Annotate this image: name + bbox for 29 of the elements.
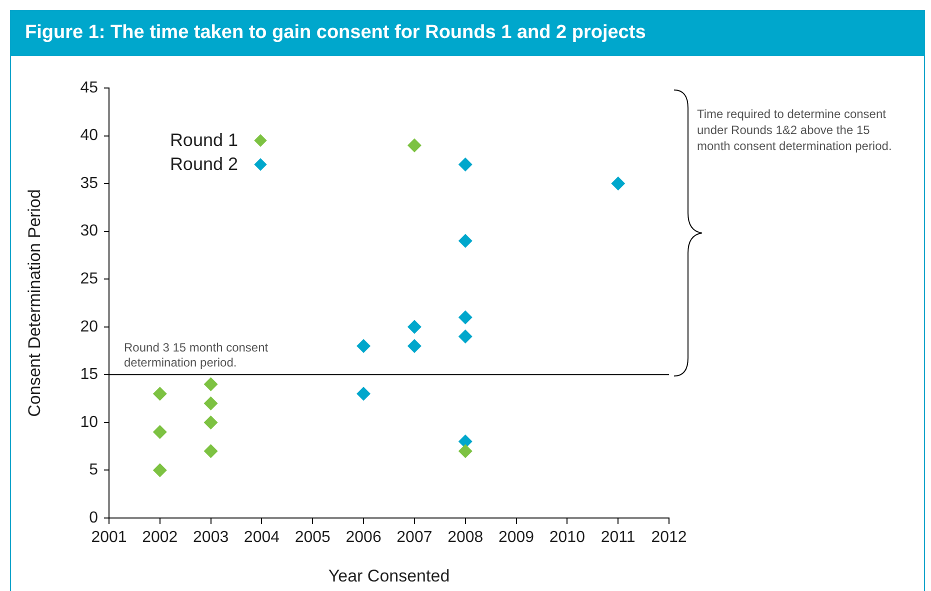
y-tick-label: 20 — [80, 318, 98, 336]
y-tick-label: 10 — [80, 414, 98, 431]
x-tick-label: 2007 — [396, 529, 432, 546]
x-tick-label: 2011 — [600, 529, 636, 546]
y-tick-label: 35 — [80, 174, 98, 192]
legend-label: Round 1 — [168, 130, 238, 150]
y-axis-title: Consent Determination Period — [24, 189, 44, 417]
y-tick-label: 0 — [89, 509, 98, 526]
x-tick-label: 2008 — [448, 529, 484, 546]
y-tick-label: 30 — [80, 222, 98, 240]
x-tick-label: 2009 — [498, 529, 534, 546]
x-tick-label: 2001 — [91, 529, 127, 546]
y-tick-label: 45 — [80, 79, 98, 96]
x-tick-label: 2003 — [193, 529, 229, 546]
y-tick-label: 5 — [89, 462, 98, 479]
x-tick-label: 2006 — [346, 529, 382, 546]
chart-title: Figure 1: The time taken to gain consent for Rounds 1 and 2 projects — [10, 10, 925, 56]
x-tick-label: 2005 — [294, 529, 331, 546]
y-tick-label: 25 — [80, 270, 98, 288]
legend-label: Round 2 — [168, 154, 238, 174]
x-axis-title: Year Consented — [328, 566, 450, 586]
x-tick-label: 2002 — [142, 529, 178, 546]
text: Time required to determine consent under Rounds 1&2 above the 15 month consent determination period. — [697, 106, 892, 154]
x-tick-label: 2004 — [244, 529, 280, 546]
x-tick-label: 2010 — [549, 529, 586, 546]
y-tick-label: 40 — [80, 127, 98, 144]
x-tick-label: 2012 — [651, 529, 687, 546]
ref-line-label: Round 3 15 month consent determination period. — [124, 340, 269, 370]
y-tick-label: 15 — [80, 366, 98, 384]
